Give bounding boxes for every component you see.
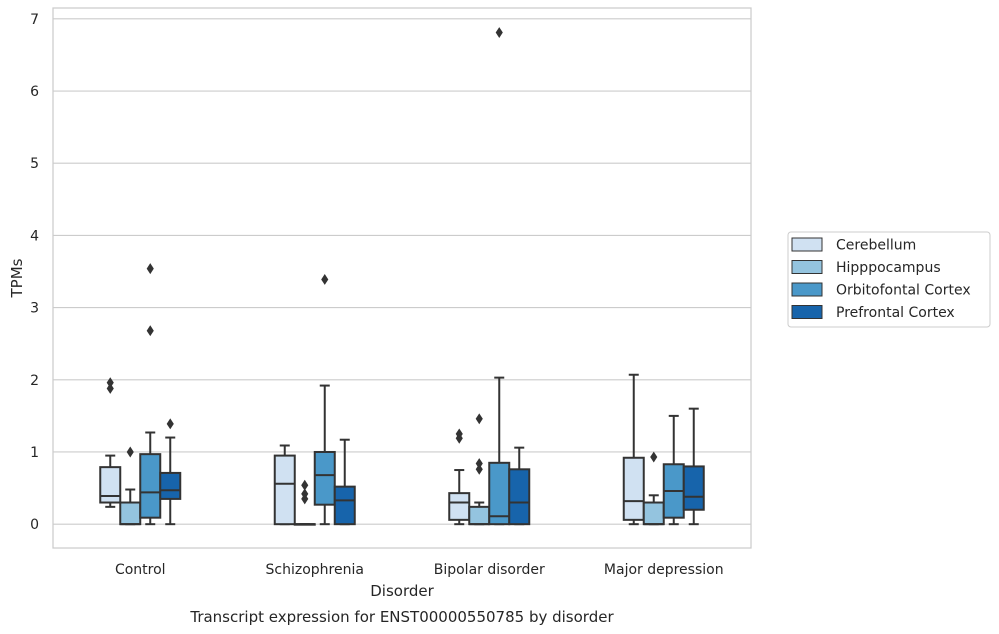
box-orbitofontal-cortex (662, 414, 685, 526)
outlier-point (126, 446, 134, 458)
legend-swatch (791, 260, 823, 274)
box-plot-area (99, 27, 705, 526)
plot-frame (52, 7, 752, 549)
x-tick-label: Bipolar disorder (434, 562, 545, 578)
box-iqr (313, 450, 336, 506)
x-tick-label: Control (115, 562, 166, 578)
box-hipppocampus (293, 479, 316, 526)
box-iqr (119, 501, 142, 526)
box-orbitofontal-cortex (313, 273, 336, 526)
box-hipppocampus (119, 446, 142, 526)
legend-swatch (791, 305, 823, 319)
box-iqr (642, 501, 665, 526)
box-iqr (468, 505, 491, 526)
y-tick-label: 2 (30, 373, 39, 389)
y-tick-label: 4 (30, 228, 39, 244)
legend: Cerebellum Hipppocampus Orbitofontal Corte… (787, 231, 991, 328)
outlier-point (495, 27, 503, 39)
box-orbitofontal-cortex (139, 263, 162, 526)
x-axis: Control Schizophrenia Bipolar disorder Majo… (115, 562, 724, 578)
box-prefrontal-cortex (682, 407, 705, 526)
box-prefrontal-cortex (159, 418, 182, 526)
legend-frame (787, 231, 991, 328)
box-iqr (333, 485, 356, 526)
outlier-point (475, 458, 483, 469)
outlier-point (146, 263, 154, 275)
legend-swatch (791, 282, 823, 297)
y-axis: 0 1 2 3 4 5 6 7 (30, 12, 39, 533)
x-tick-label: Schizophrenia (266, 562, 364, 578)
box-iqr (448, 492, 471, 521)
box-iqr (682, 465, 705, 511)
legend-label: Orbitofontal Cortex (836, 283, 971, 299)
legend-swatch (791, 237, 823, 252)
box-iqr (159, 471, 182, 500)
outlier-point (106, 377, 114, 389)
box-hipppocampus (468, 413, 491, 526)
outlier-point (475, 413, 483, 425)
y-tick-label: 7 (30, 12, 39, 28)
box-iqr (139, 453, 162, 519)
box-cerebellum (99, 377, 122, 508)
y-tick-label: 0 (30, 517, 39, 533)
box-cerebellum (273, 444, 296, 526)
legend-label: Prefrontal Cortex (836, 305, 955, 321)
y-axis-label: TPMs (8, 258, 26, 298)
chart-title: Transcript expression for ENST0000055078… (189, 608, 614, 626)
box-iqr (273, 454, 296, 526)
y-tick-label: 3 (30, 301, 39, 317)
box-cerebellum (448, 428, 471, 526)
y-tick-label: 5 (30, 156, 39, 172)
grid-lines (53, 18, 751, 525)
box-iqr (488, 461, 511, 526)
box-cerebellum (622, 373, 645, 526)
box-orbitofontal-cortex (488, 27, 511, 526)
y-tick-label: 1 (30, 445, 39, 461)
x-tick-label: Major depression (604, 562, 724, 578)
box-iqr (99, 466, 122, 504)
outlier-point (475, 463, 483, 475)
outlier-point (166, 418, 174, 430)
box-prefrontal-cortex (508, 446, 531, 526)
outlier-point (455, 428, 463, 440)
outlier-point (321, 273, 329, 285)
box-prefrontal-cortex (333, 438, 356, 526)
x-axis-label: Disorder (370, 582, 434, 600)
y-tick-label: 6 (30, 84, 39, 100)
outlier-point (301, 488, 309, 500)
outlier-point (650, 451, 658, 463)
box-iqr (622, 456, 645, 521)
legend-label: Cerebellum (836, 238, 916, 254)
box-iqr (508, 468, 531, 526)
outlier-point (106, 382, 114, 394)
outlier-point (301, 479, 309, 491)
box-hipppocampus (642, 451, 665, 526)
legend-label: Hipppocampus (836, 260, 941, 276)
outlier-point (146, 325, 154, 337)
